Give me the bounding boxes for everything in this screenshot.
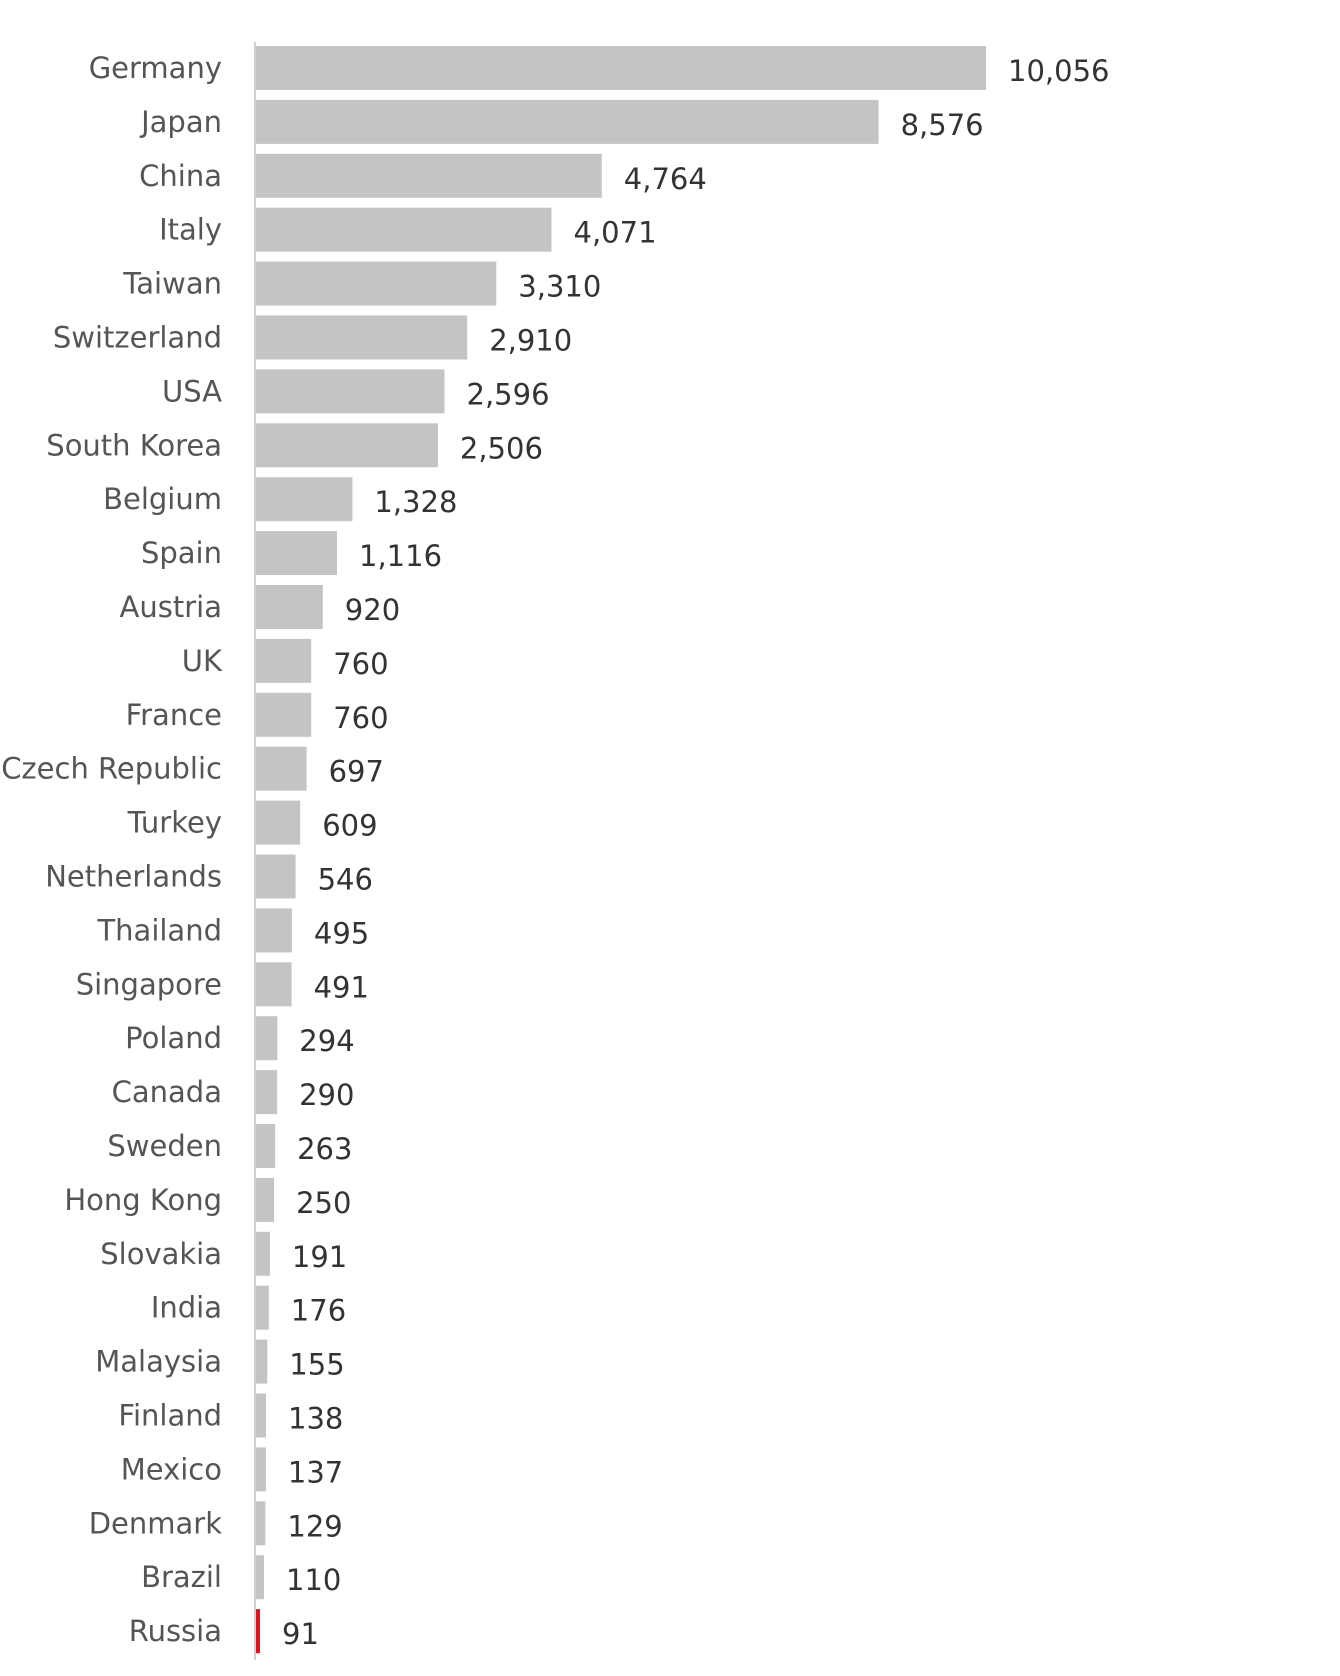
category-label: Hong Kong xyxy=(64,1183,222,1217)
data-label: 609 xyxy=(322,809,377,843)
data-label: 2,910 xyxy=(489,324,572,358)
category-label: Slovakia xyxy=(100,1237,222,1271)
category-label: France xyxy=(126,698,222,732)
category-label: Netherlands xyxy=(45,860,222,894)
bar-denmark xyxy=(256,1501,266,1546)
data-label: 697 xyxy=(329,755,384,789)
category-label: UK xyxy=(182,644,223,678)
category-label: Sweden xyxy=(107,1129,222,1163)
category-label: Spain xyxy=(141,536,222,570)
bar-italy xyxy=(256,207,552,252)
data-label: 1,328 xyxy=(374,485,457,519)
data-label: 129 xyxy=(287,1509,342,1543)
data-label: 760 xyxy=(333,701,388,735)
bar-austria xyxy=(256,585,323,629)
data-label: 263 xyxy=(297,1132,352,1166)
category-label: Switzerland xyxy=(53,321,222,355)
bar-spain xyxy=(256,531,337,576)
data-label: 546 xyxy=(318,863,373,897)
bar-poland xyxy=(256,1016,278,1061)
category-label: Canada xyxy=(112,1075,222,1109)
category-label: Brazil xyxy=(141,1560,222,1594)
data-label: 176 xyxy=(291,1294,346,1328)
data-label: 491 xyxy=(314,970,369,1004)
bar-usa xyxy=(256,369,445,414)
category-label: Poland xyxy=(125,1021,222,1055)
bar-turkey xyxy=(256,800,301,845)
bar-france xyxy=(256,692,312,737)
bar-malaysia xyxy=(256,1339,268,1384)
data-label: 91 xyxy=(282,1617,319,1651)
category-label: Russia xyxy=(129,1614,222,1648)
bar-mexico xyxy=(256,1447,266,1492)
bar-china xyxy=(256,153,602,198)
category-label: South Korea xyxy=(46,428,222,462)
category-label: Thailand xyxy=(96,913,222,947)
data-label: 1,116 xyxy=(359,539,442,573)
category-label: Italy xyxy=(159,213,222,247)
category-label: Taiwan xyxy=(122,267,222,301)
bar-switzerland xyxy=(256,315,468,360)
bar-canada xyxy=(256,1070,278,1115)
category-label: Singapore xyxy=(76,967,222,1001)
data-label: 4,071 xyxy=(574,216,657,250)
bars-group xyxy=(256,46,986,1654)
data-label: 290 xyxy=(299,1078,354,1112)
data-label: 2,596 xyxy=(467,377,550,411)
bar-thailand xyxy=(256,908,292,953)
bar-south-korea xyxy=(256,423,438,468)
category-label: Belgium xyxy=(103,482,222,516)
category-label: India xyxy=(151,1291,222,1325)
bar-germany xyxy=(256,46,986,90)
category-label: Japan xyxy=(139,105,222,139)
data-label: 495 xyxy=(314,916,369,950)
bar-hong-kong xyxy=(256,1177,275,1222)
category-label: Austria xyxy=(120,590,222,624)
data-label: 137 xyxy=(288,1455,343,1489)
bar-belgium xyxy=(256,477,353,522)
data-label: 10,056 xyxy=(1008,54,1109,88)
data-label: 760 xyxy=(333,647,388,681)
category-label: China xyxy=(139,159,222,193)
bar-finland xyxy=(256,1393,266,1438)
category-label: Germany xyxy=(89,51,222,85)
data-label: 4,764 xyxy=(624,162,707,196)
category-label: Czech Republic xyxy=(1,752,222,786)
category-label: Finland xyxy=(118,1399,222,1433)
value-labels: 10,056 8,576 4,764 4,071 3,310 2,910 2,596 2,50… xyxy=(282,54,1109,1651)
data-label: 2,506 xyxy=(460,431,543,465)
bar-uk xyxy=(256,638,312,683)
data-label: 250 xyxy=(296,1186,351,1220)
data-label: 3,310 xyxy=(518,270,601,304)
category-label: Denmark xyxy=(89,1506,222,1540)
bar-brazil xyxy=(256,1555,264,1600)
bar-india xyxy=(256,1285,269,1330)
category-label: Turkey xyxy=(127,806,222,840)
bar-czech-republic xyxy=(256,746,307,791)
category-label: USA xyxy=(162,374,222,408)
data-label: 155 xyxy=(289,1348,344,1382)
data-label: 110 xyxy=(286,1563,341,1597)
bar-russia xyxy=(256,1609,260,1654)
bar-sweden xyxy=(256,1124,276,1168)
data-label: 191 xyxy=(292,1240,347,1274)
bar-slovakia xyxy=(256,1231,270,1276)
data-label: 8,576 xyxy=(901,108,984,142)
data-label: 138 xyxy=(288,1402,343,1436)
data-label: 920 xyxy=(345,593,400,627)
bar-singapore xyxy=(256,962,292,1007)
category-labels: Germany Japan China Italy Taiwan Switzerland U… xyxy=(1,51,223,1648)
data-label: 294 xyxy=(299,1024,354,1058)
bar-japan xyxy=(256,99,879,144)
bar-taiwan xyxy=(256,261,497,306)
category-label: Mexico xyxy=(121,1452,222,1486)
category-label: Malaysia xyxy=(95,1345,222,1379)
bar-netherlands xyxy=(256,854,296,899)
